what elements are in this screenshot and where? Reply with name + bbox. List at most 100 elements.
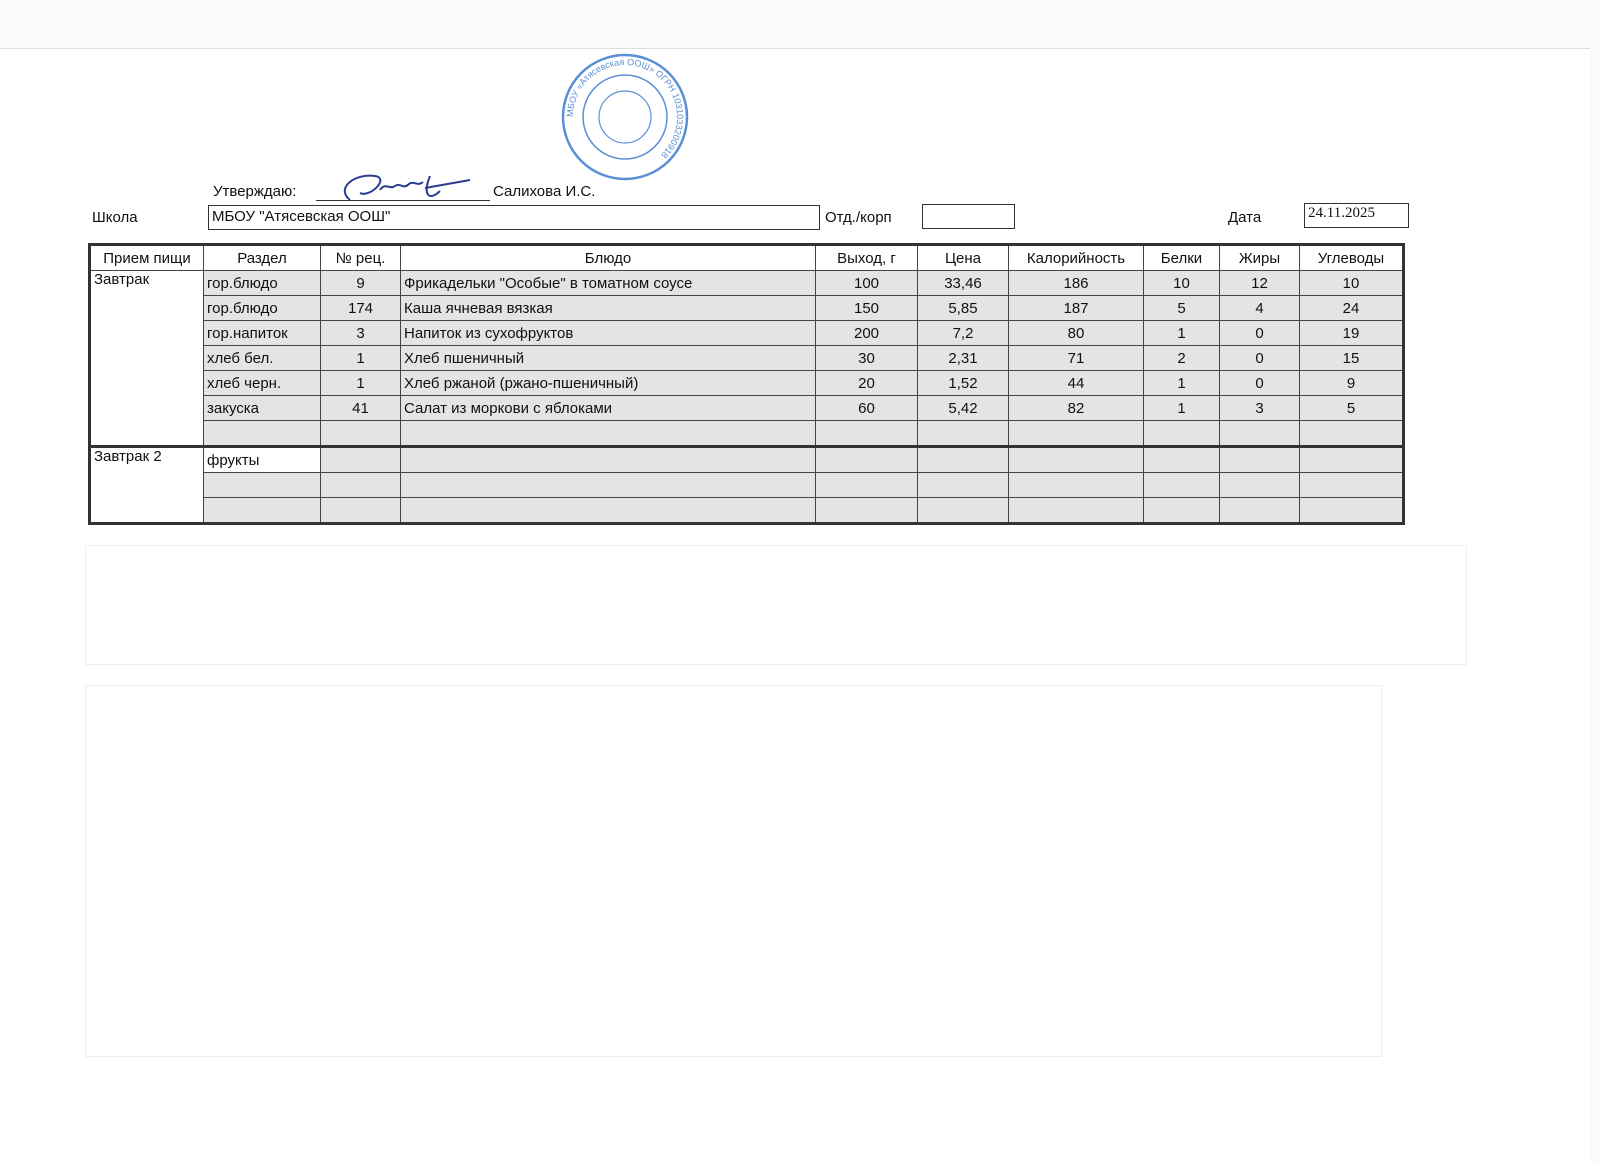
cell-proteins: 1 [1143,370,1220,396]
bleed-through-grid [85,685,1382,1057]
cell-section: гор.напиток [203,320,321,346]
cell-calories: 187 [1008,295,1144,321]
table-row: Завтрак 2 фрукты [89,445,1404,524]
header-meal: Прием пищи [89,244,204,271]
cell-carbs: 5 [1299,395,1404,421]
cell-fats: 3 [1219,395,1300,421]
cell-price [917,445,1009,473]
approver-name: Салихова И.С. [493,183,596,200]
cell-dish: Хлеб ржаной (ржано-пшеничный) [400,370,816,396]
cell-yield: 150 [815,295,918,321]
cell-dish: Салат из моркови с яблоками [400,395,816,421]
cell-price [917,472,1009,498]
cell-yield [815,445,918,473]
header-yield: Выход, г [815,244,918,271]
cell-carbs: 9 [1299,370,1404,396]
cell-section: гор.блюдо [203,295,321,321]
cell-calories: 82 [1008,395,1144,421]
cell-carbs [1299,472,1404,498]
cell-price: 33,46 [917,270,1009,296]
cell-carbs [1299,445,1404,473]
cell-proteins [1143,497,1220,524]
table-row: гор.напиток 3 Напиток из сухофруктов 200 7,2… [90,320,1404,346]
cell-proteins [1143,472,1220,498]
cell-fats [1219,420,1300,447]
school-field: МБОУ "Атясевская ООШ" [208,205,820,230]
cell-proteins [1143,445,1220,473]
cell-recipe-no: 9 [320,270,401,296]
signature [343,174,471,201]
bleed-through-grid [85,545,1467,665]
header-price: Цена [917,244,1009,271]
cell-price [917,497,1009,524]
school-label: Школа [92,209,138,226]
cell-price [917,420,1009,447]
cell-yield [815,472,918,498]
cell-dish: Фрикадельки "Особые" в томатном соусе [400,270,816,296]
cell-carbs [1299,497,1404,524]
table-row [90,497,1404,524]
cell-section [203,420,321,447]
cell-recipe-no [320,472,401,498]
cell-proteins: 10 [1143,270,1220,296]
cell-carbs: 10 [1299,270,1404,296]
cell-price: 5,85 [917,295,1009,321]
cell-calories [1008,420,1144,447]
header-recipe-no: № рец. [320,244,401,271]
cell-fats [1219,497,1300,524]
cell-yield: 20 [815,370,918,396]
cell-dish [400,472,816,498]
cell-proteins: 1 [1143,395,1220,421]
cell-calories [1008,445,1144,473]
date-field: 24.11.2025 [1304,203,1409,228]
cell-fats: 0 [1219,370,1300,396]
table-row: гор.блюдо 174 Каша ячневая вязкая 150 5,85 18… [90,295,1404,321]
department-field [922,204,1015,229]
cell-section: хлеб черн. [203,370,321,396]
cell-fats: 12 [1219,270,1300,296]
cell-yield: 30 [815,345,918,371]
cell-section: закуска [203,395,321,421]
cell-section [203,497,321,524]
cell-fats [1219,472,1300,498]
header-calories: Калорийность [1008,244,1144,271]
cell-yield: 60 [815,395,918,421]
signature-line [316,200,490,201]
cell-calories: 44 [1008,370,1144,396]
meal-cell: Завтрак 2 [89,445,204,524]
cell-dish: Хлеб пшеничный [400,345,816,371]
cell-proteins [1143,420,1220,447]
table-row: хлеб бел. 1 Хлеб пшеничный 30 2,31 71 2 0 15 [90,345,1404,371]
cell-recipe-no: 1 [320,370,401,396]
header-carbs: Углеводы [1299,244,1404,271]
cell-carbs: 24 [1299,295,1404,321]
header-section: Раздел [203,244,321,271]
approval-label: Утверждаю: [213,183,297,200]
cell-carbs: 19 [1299,320,1404,346]
cell-dish: Напиток из сухофруктов [400,320,816,346]
cell-yield [815,497,918,524]
cell-fats: 0 [1219,320,1300,346]
table-row: закуска 41 Салат из моркови с яблоками 60 5,… [90,395,1404,421]
cell-calories [1008,497,1144,524]
cell-recipe-no [320,420,401,447]
department-label: Отд./корп [825,209,892,226]
cell-fats [1219,445,1300,473]
header-proteins: Белки [1143,244,1220,271]
document-page [0,48,1590,1163]
cell-fats: 4 [1219,295,1300,321]
cell-calories [1008,472,1144,498]
cell-yield: 200 [815,320,918,346]
cell-price: 7,2 [917,320,1009,346]
breakfast2-rows: Завтрак 2 фрукты [89,445,1404,524]
cell-recipe-no: 41 [320,395,401,421]
cell-price: 5,42 [917,395,1009,421]
table-row [90,420,1404,447]
cell-recipe-no [320,497,401,524]
cell-section: фрукты [203,445,321,473]
cell-calories: 186 [1008,270,1144,296]
cell-carbs: 15 [1299,345,1404,371]
cell-recipe-no: 174 [320,295,401,321]
school-stamp: МБОУ «Атясевская ООШ» ОГРН 1031033200918 [561,53,689,181]
cell-price: 1,52 [917,370,1009,396]
